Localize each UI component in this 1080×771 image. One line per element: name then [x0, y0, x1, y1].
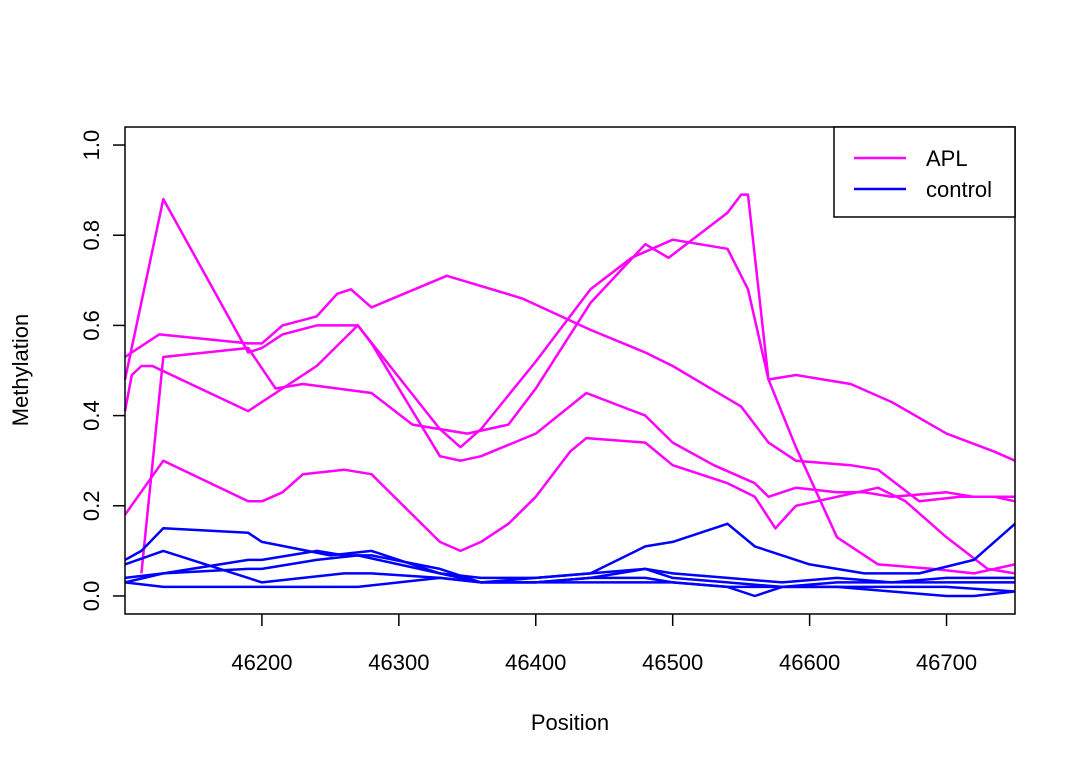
- series-line-apl-1: [123, 238, 1016, 462]
- x-tick-label: 46400: [505, 650, 566, 675]
- y-tick-label: 0.0: [79, 581, 104, 612]
- x-tick-label: 46200: [231, 650, 292, 675]
- x-tick-label: 46600: [779, 650, 840, 675]
- y-tick-label: 0.6: [79, 310, 104, 341]
- series-line-apl-5: [123, 436, 1016, 575]
- y-tick-label: 0.8: [79, 220, 104, 251]
- x-tick-label: 46300: [368, 650, 429, 675]
- y-tick-label: 1.0: [79, 130, 104, 161]
- legend-label-apl: APL: [926, 146, 968, 171]
- y-axis: 0.0 0.2 0.4 0.6 0.8 1.0: [79, 130, 125, 612]
- series-line-control-8: [124, 522, 1016, 580]
- x-axis-label: Position: [531, 710, 609, 735]
- series-line-apl-2: [124, 274, 1016, 503]
- legend: APL control: [833, 126, 1016, 218]
- plot-area-border: [124, 126, 1016, 615]
- series-line-apl-4: [140, 193, 1016, 575]
- series-line-control-10: [124, 576, 1016, 593]
- y-tick-label: 0.2: [79, 490, 104, 521]
- series-line-control-6: [124, 527, 1015, 584]
- series-line-apl-3: [123, 197, 1015, 499]
- x-tick-label: 46700: [916, 650, 977, 675]
- series-line-control-7: [124, 549, 1015, 598]
- y-axis-label: Methylation: [8, 314, 33, 427]
- legend-label-control: control: [926, 177, 992, 202]
- y-tick-label: 0.4: [79, 400, 104, 431]
- legend-box: [833, 126, 1016, 218]
- series-layer: [123, 193, 1016, 598]
- x-tick-label: 46500: [642, 650, 703, 675]
- x-axis: 46200 46300 46400 46500 46600 46700: [231, 614, 977, 675]
